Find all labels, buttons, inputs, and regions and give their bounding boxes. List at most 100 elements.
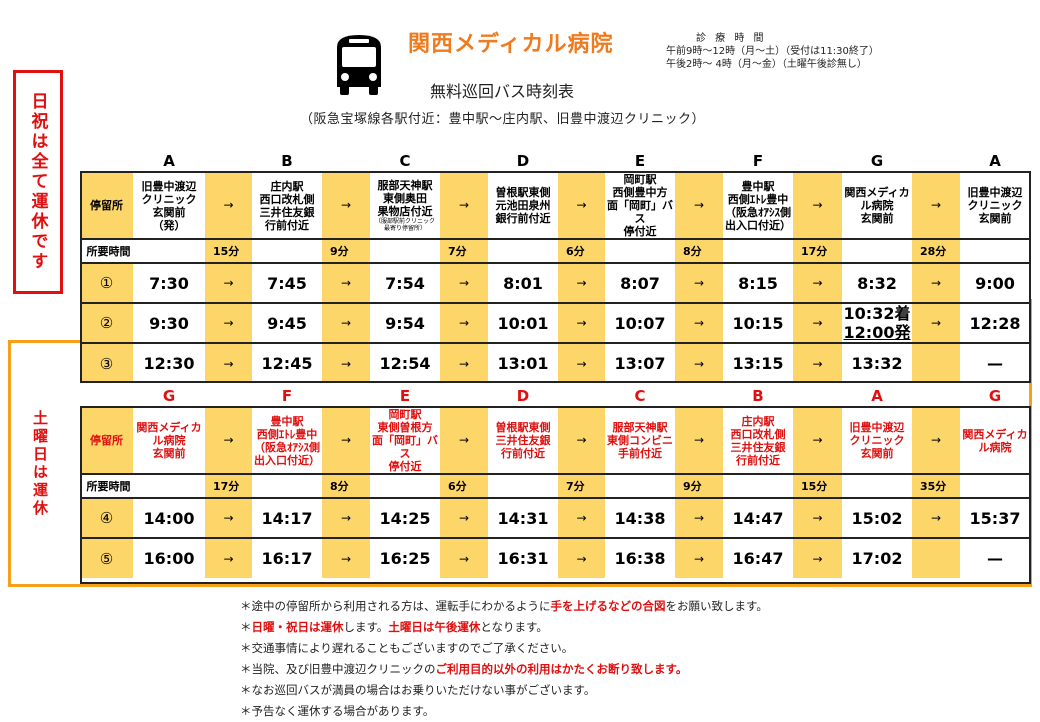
- timetable-subtitle: 無料巡回バス時刻表: [430, 82, 575, 101]
- duration-value: 7分: [440, 238, 488, 263]
- departure-time: 8:01: [488, 262, 558, 303]
- blank-cell: [488, 473, 558, 498]
- run-row: ③ 12:30 → 12:45 → 12:54 → 13:01 → 13:07 → 13:15 → 13:…: [80, 342, 1030, 383]
- departure-time: 13:32: [842, 342, 912, 383]
- departure-time: 7:45: [252, 262, 322, 303]
- stop-label: 停留所: [80, 406, 133, 474]
- stop-label: 停留所: [80, 171, 133, 239]
- departure-time: 13:07: [605, 342, 675, 383]
- departure-time: 9:30: [133, 302, 205, 343]
- blank-cell: [793, 385, 842, 407]
- run-number: ④: [80, 497, 133, 538]
- blank-cell: [605, 238, 675, 263]
- arrow-icon: →: [440, 537, 488, 578]
- arrow-icon: →: [675, 262, 723, 303]
- consultation-hours: 診 療 時 間 午前9時～12時（月～土）（受付は11:30終了） 午後2時～ …: [666, 32, 879, 71]
- run-number: ①: [80, 262, 133, 303]
- arrow-icon: →: [912, 262, 960, 303]
- blank-cell: [605, 473, 675, 498]
- duration-value: 6分: [558, 238, 605, 263]
- blank-cell: [912, 150, 960, 172]
- arrow-icon: →: [793, 537, 842, 578]
- hours-heading: 診 療 時 間: [696, 33, 767, 44]
- departure-time: 7:30: [133, 262, 205, 303]
- duration-value: 17分: [793, 238, 842, 263]
- departure-time: 14:47: [723, 497, 793, 538]
- departure-time: 10:01: [488, 302, 558, 343]
- departure-time: 16:47: [723, 537, 793, 578]
- run-number: ③: [80, 342, 133, 383]
- arrow-icon: →: [912, 497, 960, 538]
- stop-name: 服部天神駅 東側奥田 果物店付近 （服部駅前クリニック 最寄り停留所）: [370, 171, 440, 239]
- stop-name-row: 停留所 関西メディカ ル病院 玄関前 → 豊中駅 西側ｴﾄﾚ豊中 （阪急ｵｱｼｽ側 出入口付近）…: [80, 406, 1030, 474]
- arrow-icon: →: [205, 497, 252, 538]
- hours-afternoon: 午後2時～ 4時（月～金）（土曜午後診無し）: [666, 59, 867, 70]
- note-text: ＊予告なく運休する場合があります。: [240, 704, 435, 718]
- note-item: ＊途中の停留所から利用される方は、運転手にわかるように手を上げるなどの合図をお願…: [240, 596, 768, 617]
- departure-time: 10:15: [723, 302, 793, 343]
- arrow-icon: →: [793, 171, 842, 239]
- stop-name: 旧豊中渡辺 クリニック 玄関前: [842, 406, 912, 474]
- no-service: —: [960, 342, 1030, 383]
- departure-time: 13:15: [723, 342, 793, 383]
- arrow-icon: →: [558, 537, 605, 578]
- stop-name: 関西メディカ ル病院: [960, 406, 1030, 474]
- departure-time: 12:28: [960, 302, 1030, 343]
- blank-cell: [440, 150, 488, 172]
- blank-cell: [558, 150, 605, 172]
- stop-letter: A: [871, 386, 883, 405]
- stop-name-row: 停留所 旧豊中渡辺 クリニック 玄関前 （発） → 庄内駅 西口改札側 三井住友銀 行前付近 → 服部…: [80, 171, 1030, 239]
- departure-time: 9:00: [960, 262, 1030, 303]
- arrow-icon: →: [793, 406, 842, 474]
- note-text: ＊交通事情により遅れることもございますのでご了承ください。: [240, 641, 574, 655]
- arrow-icon: →: [205, 537, 252, 578]
- note-text: ＊: [240, 620, 252, 634]
- no-service: —: [960, 537, 1030, 578]
- note-item: ＊予告なく運休する場合があります。: [240, 701, 768, 722]
- departure-time: 14:38: [605, 497, 675, 538]
- run-row: ⑤ 16:00 → 16:17 → 16:25 → 16:31 → 16:38 → 16:47 → 17:…: [80, 537, 1030, 578]
- blank-cell: [842, 473, 912, 498]
- blank-cell: [675, 385, 723, 407]
- blank-cell: [322, 385, 370, 407]
- departure-time: 9:45: [252, 302, 322, 343]
- duration-value: 35分: [912, 473, 960, 498]
- stop-letter: B: [281, 151, 293, 170]
- note-text: します。: [343, 620, 389, 634]
- departure-time: 16:17: [252, 537, 322, 578]
- duration-label: 所要時間: [80, 238, 133, 263]
- note-item: ＊なお巡回バスが満員の場合はお乗りいただけない事がございます。: [240, 680, 768, 701]
- note-emphasis: 手を上げるなどの合図: [550, 599, 666, 613]
- arrow-icon: →: [558, 171, 605, 239]
- duration-row: 所要時間 17分 8分 6分 7分 9分 15分 35分: [80, 473, 1030, 498]
- arrow-icon: →: [558, 262, 605, 303]
- arrow-icon: →: [440, 262, 488, 303]
- hospital-name: 関西メディカル病院: [408, 32, 614, 57]
- duration-value: 8分: [322, 473, 370, 498]
- departure-time: 17:02: [842, 537, 912, 578]
- arrow-icon: →: [322, 302, 370, 343]
- arrow-icon: →: [205, 171, 252, 239]
- arrow-icon: →: [675, 497, 723, 538]
- stop-name: 岡町駅 東側曽根方 面「岡町」バス 停付近: [370, 406, 440, 474]
- stop-note: （服部駅前クリニック 最寄り停留所）: [374, 218, 435, 232]
- departure-time: 8:32: [842, 262, 912, 303]
- note-item: ＊交通事情により遅れることもございますのでご了承ください。: [240, 638, 768, 659]
- stop-letter: E: [634, 151, 646, 170]
- stop-name: 豊中駅 西側ｴﾄﾚ豊中 （阪急ｵｱｼｽ側 出入口付近）: [252, 406, 322, 474]
- departure-time: 12:54: [370, 342, 440, 383]
- duration-row: 所要時間 15分 9分 7分 6分 8分 17分 28分: [80, 238, 1030, 263]
- arrow-icon: →: [322, 537, 370, 578]
- arrow-icon: →: [912, 406, 960, 474]
- arrow-icon: →: [205, 342, 252, 383]
- departure-time: 8:07: [605, 262, 675, 303]
- stop-letter: C: [634, 386, 646, 405]
- arrow-icon: →: [205, 406, 252, 474]
- departure-time: 14:25: [370, 497, 440, 538]
- duration-value: 8分: [675, 238, 723, 263]
- note-emphasis: ご利用目的以外の利用はかたくお断り致します。: [435, 662, 688, 676]
- arrow-icon: →: [675, 302, 723, 343]
- blank-cell: [440, 385, 488, 407]
